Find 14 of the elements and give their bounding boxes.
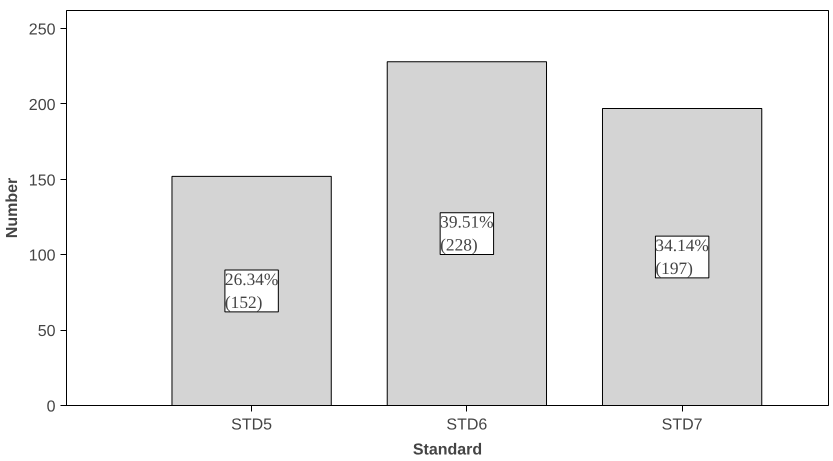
x-tick-label: STD6	[446, 416, 488, 434]
y-tick-label: 0	[46, 398, 56, 416]
y-tick-label: 200	[28, 96, 56, 114]
y-axis-title: Number	[4, 178, 21, 238]
x-tick-label: STD7	[662, 416, 703, 434]
y-tick-label: 150	[28, 172, 56, 190]
data-label: 39.51% (228)	[440, 212, 494, 255]
data-label: 34.14% (197)	[655, 236, 709, 278]
y-tick-label: 100	[28, 248, 56, 265]
y-tick-label: 250	[28, 22, 56, 39]
y-tick-label: 50	[38, 323, 56, 340]
x-axis-title: Standard	[412, 442, 482, 458]
data-label: 26.34% (152)	[224, 270, 278, 312]
x-tick-label: STD5	[231, 416, 272, 434]
